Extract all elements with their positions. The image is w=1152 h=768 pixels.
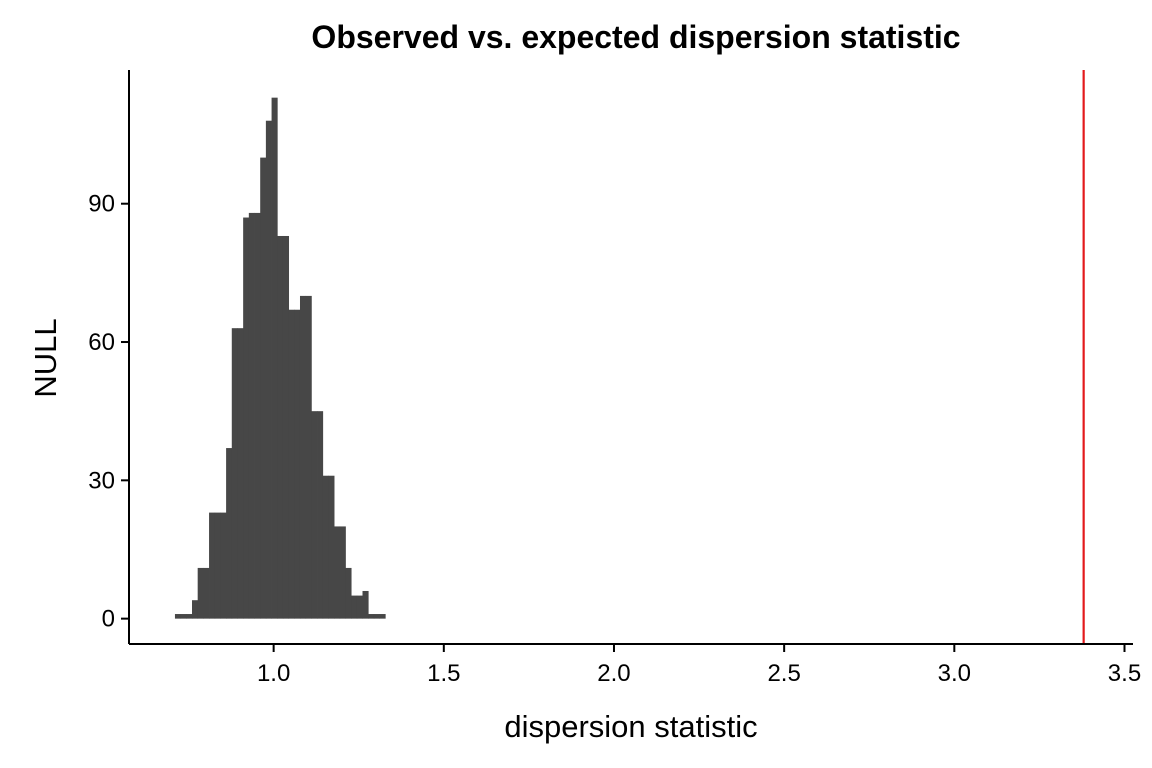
histogram-bar	[254, 212, 261, 619]
histogram-bar	[226, 448, 233, 619]
histogram-bar	[197, 567, 204, 619]
histogram-bar	[209, 512, 216, 619]
y-tick-label: 0	[102, 606, 115, 633]
chart-title: Observed vs. expected dispersion statist…	[311, 19, 960, 55]
x-tick-label: 1.0	[257, 660, 290, 687]
histogram-bar	[328, 475, 335, 619]
histogram-bar	[277, 235, 284, 619]
histogram-bars	[174, 97, 386, 619]
histogram-bar	[345, 567, 352, 619]
histogram-bar	[311, 411, 318, 619]
x-tick-label: 2.5	[767, 660, 800, 687]
x-tick-label: 3.0	[938, 660, 971, 687]
histogram-bar	[174, 614, 182, 619]
histogram-bar	[373, 614, 380, 619]
histogram-bar	[334, 526, 341, 619]
histogram-bar	[379, 614, 386, 619]
histogram-bar	[282, 235, 290, 619]
histogram-bar	[231, 328, 238, 619]
histogram-bar	[271, 97, 278, 619]
x-tick-label: 1.5	[427, 660, 460, 687]
histogram-bar	[356, 595, 363, 619]
histogram-bar	[186, 614, 193, 619]
histogram-bar	[203, 567, 210, 619]
histogram-bar	[362, 590, 369, 619]
histogram-bar	[317, 411, 324, 619]
x-axis-title: dispersion statistic	[504, 709, 757, 744]
y-axis-ticks: 0 30 60 90	[88, 191, 129, 633]
x-tick-label: 2.0	[597, 660, 630, 687]
histogram-bar	[294, 309, 301, 619]
histogram-bar	[248, 212, 255, 619]
y-tick-label: 60	[88, 329, 115, 356]
histogram-bar	[260, 157, 267, 619]
histogram-bar	[305, 295, 312, 619]
x-axis-ticks: 1.0 1.5 2.0 2.5 3.0 3.5	[257, 644, 1141, 687]
histogram-bar	[368, 614, 375, 619]
histogram-bar	[322, 475, 329, 619]
histogram-bar	[220, 512, 227, 619]
histogram-bar	[265, 120, 272, 619]
histogram-bar	[237, 328, 244, 619]
histogram-bar	[243, 217, 250, 619]
x-tick-label: 3.5	[1108, 660, 1141, 687]
y-tick-label: 90	[88, 191, 115, 218]
histogram-bar	[192, 600, 199, 619]
histogram-bar	[299, 295, 307, 619]
histogram-bar	[180, 614, 187, 619]
histogram-bar	[288, 309, 295, 619]
histogram-bar	[339, 526, 346, 619]
histogram-bar	[351, 595, 358, 619]
y-axis-title: NULL	[28, 318, 63, 397]
y-tick-label: 30	[88, 467, 115, 494]
histogram-bar	[214, 512, 221, 619]
